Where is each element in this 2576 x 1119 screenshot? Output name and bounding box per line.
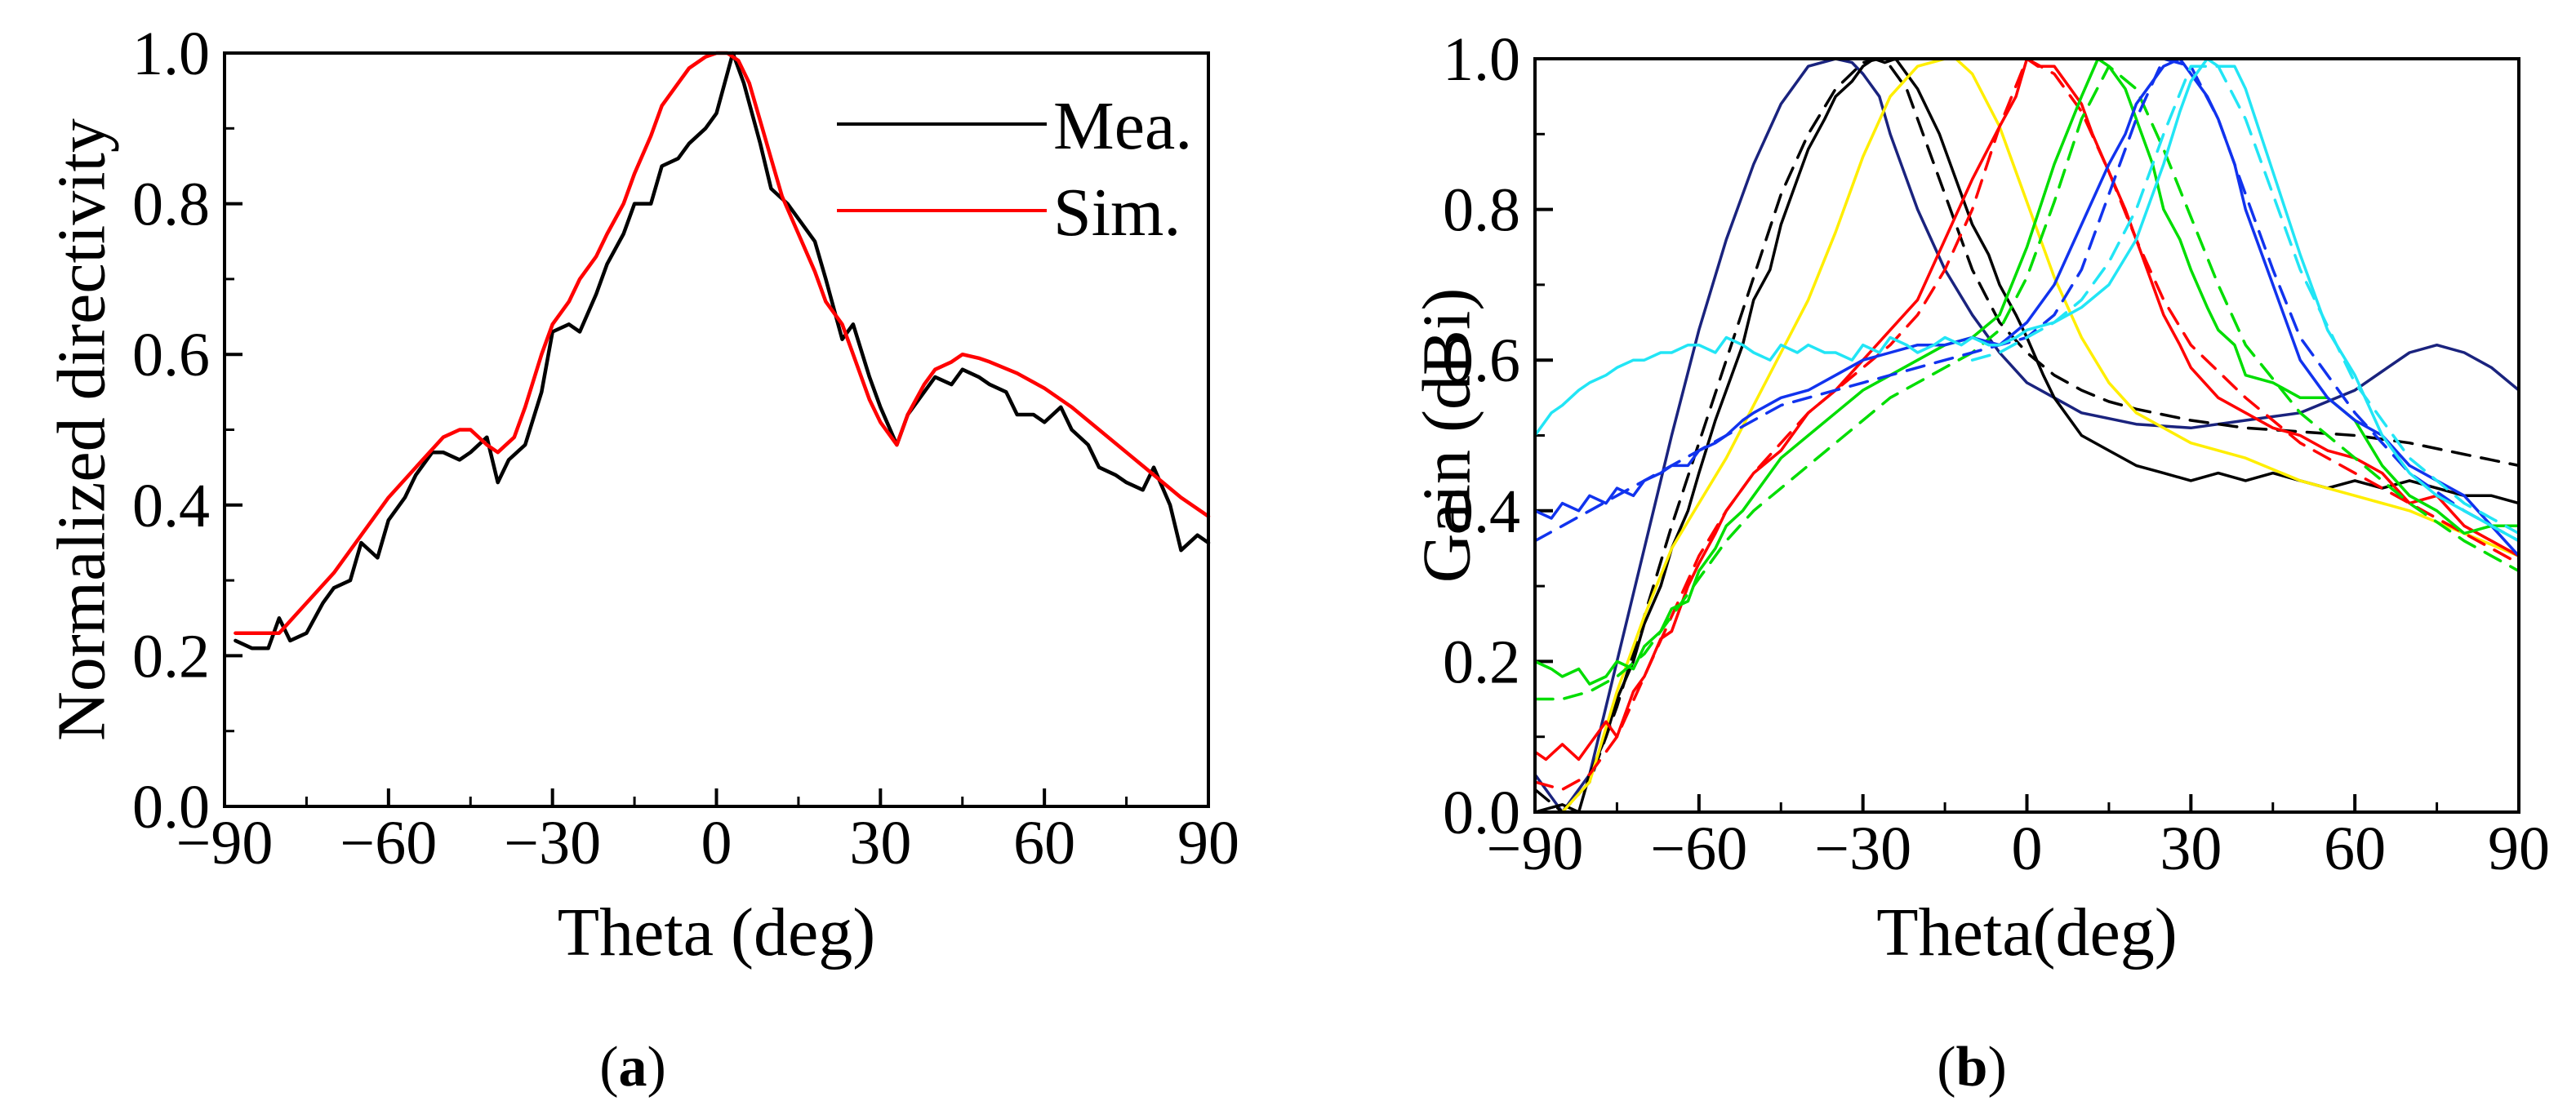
caption-a-close: ) — [647, 1036, 666, 1099]
series-line-black-dashed — [1533, 57, 2520, 814]
series-line-cyan-solid — [1533, 57, 2520, 543]
series-line-black-solid — [1533, 57, 2520, 814]
legend-label-sim: Sim. — [1053, 175, 1181, 251]
x-tick-label: −60 — [340, 809, 437, 877]
y-tick-label: 0.0 — [132, 773, 210, 841]
y-tick-label: 1.0 — [132, 20, 210, 88]
y-tick-label: 0.0 — [1443, 779, 1520, 847]
x-tick-label: 60 — [2324, 815, 2386, 883]
caption-a-letter: a — [619, 1036, 647, 1099]
y-tick-label: 1.0 — [1443, 25, 1520, 94]
caption-b-close: ) — [1987, 1036, 2006, 1099]
series-line-green-solid — [1533, 57, 2520, 686]
caption-a: (a) — [599, 1036, 666, 1099]
panel-a-y-axis-title: Normalized directivity — [44, 118, 120, 741]
caption-a-open: ( — [599, 1036, 618, 1099]
x-tick-label: 0 — [2012, 815, 2043, 883]
series-line-red-dashed — [1533, 57, 2520, 792]
x-tick-label: 0 — [701, 809, 732, 877]
panel-b: −90 −60 −30 0 30 60 90 0.0 0.2 0.4 0.6 0.8 1.0 Theta… — [1409, 25, 2551, 970]
y-tick-label: 0.2 — [132, 622, 210, 690]
caption-b-open: ( — [1937, 1036, 1955, 1099]
legend-label-mea: Mea. — [1053, 88, 1192, 164]
y-tick-label: 0.6 — [132, 321, 210, 389]
caption-b: (b) — [1937, 1036, 2007, 1099]
y-tick-label: 0.2 — [1443, 628, 1520, 696]
x-tick-label: −60 — [1650, 815, 1747, 883]
panel-a-tick-labels: −90 −60 −30 0 30 60 90 0.0 0.2 0.4 0.6 0.8 1.0 — [132, 20, 1239, 877]
panel-a-frame — [223, 51, 1210, 808]
series-line-green-dashed — [1533, 64, 2520, 701]
panel-b-x-axis-title: Theta(deg) — [1876, 895, 2177, 970]
x-tick-label: 30 — [2160, 815, 2222, 883]
series-line-cyan-dashed — [1970, 64, 2520, 535]
y-tick-label: 0.4 — [132, 472, 210, 540]
x-tick-label: −30 — [1814, 815, 1911, 883]
x-tick-label: 60 — [1013, 809, 1075, 877]
y-tick-label: 0.6 — [1443, 326, 1520, 395]
x-tick-label: −90 — [176, 809, 274, 877]
series-line-navy-solid — [1533, 57, 2520, 814]
y-tick-label: 0.8 — [132, 171, 210, 239]
panel-b-y-axis-title: Gain (dBi) — [1409, 288, 1485, 584]
panel-b-frame — [1533, 57, 2520, 814]
x-tick-label: 90 — [2488, 815, 2550, 883]
x-tick-label: −30 — [504, 809, 601, 877]
series-line-mea — [234, 51, 1211, 651]
panel-b-series — [1533, 57, 2520, 814]
x-tick-label: 30 — [849, 809, 911, 877]
y-tick-label: 0.8 — [1443, 176, 1520, 245]
y-tick-label: 0.4 — [1443, 477, 1520, 546]
caption-b-letter: b — [1956, 1036, 1988, 1099]
x-tick-label: −90 — [1487, 815, 1584, 883]
panel-b-tick-labels: −90 −60 −30 0 30 60 90 0.0 0.2 0.4 0.6 0.8 1.0 — [1443, 25, 2550, 883]
panel-a-x-axis-title: Theta (deg) — [558, 895, 875, 970]
series-line-blue-dashed — [1533, 57, 2520, 543]
panel-a-legend: Mea. Sim. — [837, 88, 1192, 251]
panel-a: −90 −60 −30 0 30 60 90 0.0 0.2 0.4 0.6 0.8 1.0 Theta… — [44, 20, 1240, 970]
x-tick-label: 90 — [1177, 809, 1239, 877]
